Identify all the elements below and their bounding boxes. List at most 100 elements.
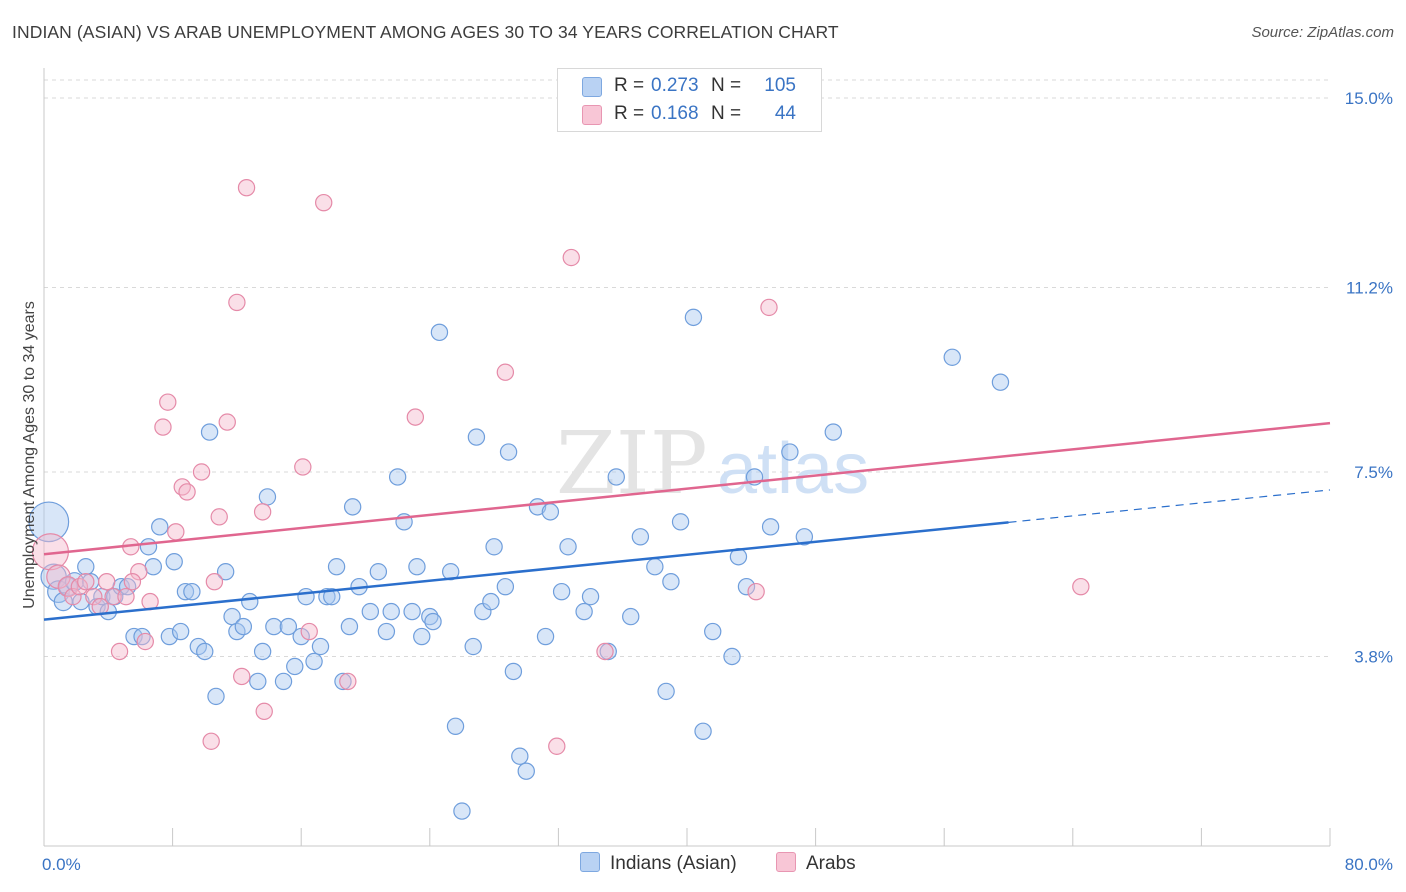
- data-point-arab: [233, 667, 251, 686]
- data-point-indian: [684, 308, 703, 327]
- trend-lines: [43, 421, 1331, 621]
- data-point-indian: [482, 592, 500, 611]
- data-point-arab: [1072, 577, 1090, 596]
- data-point-arab: [760, 298, 778, 317]
- y-tick-label: 7.5%: [1354, 463, 1393, 482]
- data-point-indian: [424, 612, 442, 631]
- data-point-indian: [499, 443, 518, 461]
- data-point-indian: [361, 602, 380, 621]
- data-point-arab: [237, 179, 256, 197]
- legend-r-label: R =: [614, 103, 645, 124]
- data-point-arab: [167, 523, 185, 541]
- data-point-indian: [575, 602, 593, 621]
- data-point-arab: [178, 483, 196, 501]
- data-point-arab: [136, 632, 154, 651]
- data-point-arab: [64, 587, 82, 606]
- data-point-indian: [517, 762, 535, 780]
- legend-n-label: N =: [711, 103, 742, 124]
- data-point-indian: [541, 503, 560, 521]
- legend-row-arabs: R = 0.168 N = 44: [558, 100, 821, 128]
- data-point-arab: [97, 572, 116, 591]
- data-point-indian: [991, 373, 1010, 391]
- correlation-legend: R = 0.273 N = 105 R = 0.168 N = 44: [557, 68, 822, 132]
- data-point-indian: [176, 582, 195, 601]
- data-point-indian: [323, 587, 341, 606]
- x-tick-label: 0.0%: [42, 855, 81, 874]
- data-point-indian: [781, 443, 799, 461]
- data-point-arab: [255, 702, 273, 721]
- data-point-indian: [327, 558, 346, 576]
- data-point-indian: [559, 538, 577, 556]
- data-point-indian: [795, 528, 814, 546]
- data-point-indian: [467, 428, 486, 446]
- data-point-indian: [761, 518, 780, 536]
- data-point-arab: [496, 363, 515, 381]
- data-point-arab: [210, 508, 228, 526]
- data-point-indian: [631, 528, 650, 546]
- legend-swatch-arabs: [776, 852, 796, 872]
- data-point-indian: [607, 468, 625, 486]
- data-point-indian: [581, 587, 600, 606]
- data-point-arab: [110, 642, 129, 661]
- data-point-indian: [297, 587, 315, 606]
- legend-r-value: 0.168: [651, 103, 699, 124]
- data-point-indian: [504, 662, 523, 681]
- data-point-indian: [151, 518, 169, 536]
- data-point-indian: [234, 617, 253, 636]
- data-point-arab: [123, 572, 142, 591]
- data-point-indian: [369, 563, 388, 581]
- data-point-indian: [453, 802, 471, 820]
- legend-item-arabs: Arabs: [776, 852, 856, 875]
- data-point-arab: [85, 587, 103, 606]
- watermark-atlas: atlas: [717, 429, 869, 509]
- data-point-arab: [339, 672, 357, 691]
- data-point-indian: [47, 580, 70, 604]
- data-point-indian: [258, 488, 277, 506]
- data-point-indian: [704, 622, 722, 641]
- data-point-indian: [464, 637, 482, 656]
- data-point-indian: [274, 672, 293, 691]
- legend-swatch-indians: [580, 852, 600, 872]
- x-tick-label: 80.0%: [1345, 855, 1393, 874]
- data-point-indian: [241, 592, 259, 611]
- data-point-indian: [413, 627, 431, 646]
- data-point-indian: [622, 607, 640, 626]
- legend-item-indians: Indians (Asian): [580, 852, 737, 875]
- data-point-arab: [77, 572, 95, 591]
- data-point-indian: [737, 577, 756, 596]
- data-point-indian: [671, 513, 690, 531]
- data-point-indian: [171, 622, 190, 641]
- data-point-indian: [265, 617, 283, 636]
- legend-label-indians: Indians (Asian): [610, 853, 737, 874]
- trendline-indians-extension: [1008, 489, 1331, 523]
- data-point-arab: [159, 393, 177, 411]
- data-point-arab: [253, 503, 272, 521]
- legend-r-label: R =: [614, 75, 645, 96]
- data-point-indian: [536, 627, 555, 646]
- data-point-arab: [154, 418, 172, 436]
- legend-swatch-indians: [582, 77, 602, 97]
- data-point-arab: [205, 572, 224, 591]
- tick-labels: 3.8% 7.5% 11.2% 15.0% 0.0% 80.0%: [42, 89, 1393, 874]
- series-indians-asian: [28, 308, 1010, 820]
- axes: [43, 68, 1331, 847]
- legend-swatch-arabs: [582, 105, 602, 125]
- data-point-arab: [130, 563, 148, 581]
- data-point-indian: [139, 538, 158, 556]
- data-point-indian: [160, 627, 179, 646]
- data-point-indian: [165, 553, 183, 571]
- data-point-indian: [646, 558, 664, 576]
- data-point-indian: [279, 617, 298, 636]
- data-point-indian: [662, 572, 680, 591]
- trendline-arabs: [43, 421, 1331, 556]
- data-point-arab: [406, 408, 425, 426]
- legend-r-value: 0.273: [651, 75, 699, 96]
- data-point-indian: [408, 558, 426, 576]
- data-point-arab: [104, 587, 122, 606]
- data-point-arab: [192, 463, 211, 481]
- data-point-arab: [202, 732, 220, 750]
- legend-n-label: N =: [711, 75, 742, 96]
- data-point-arab: [218, 413, 236, 431]
- data-point-indian: [207, 687, 225, 706]
- data-point-indian: [144, 558, 163, 576]
